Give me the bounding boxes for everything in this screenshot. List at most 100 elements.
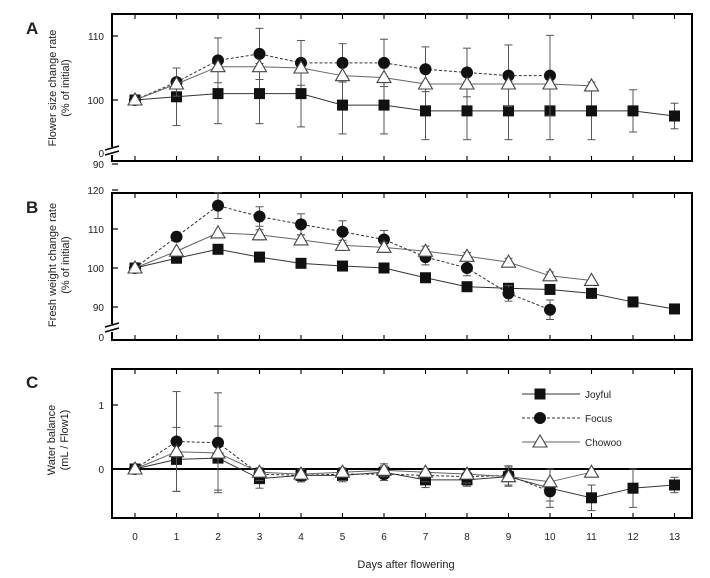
panel-b-ylabel-unit: (% of initial) (60, 236, 72, 293)
panel-0-chowoo-line (134, 66, 592, 101)
panel-0-focus-point-7 (419, 63, 432, 76)
panel-0-axis-break-gap (108, 147, 116, 155)
panel-1-chowoo-point-4 (293, 231, 309, 246)
panel-1-ytick-label-1: 100 (87, 264, 104, 275)
panel-0-chowoo-point-2 (210, 58, 226, 73)
panel-0-axis-break-mark-2 (104, 150, 120, 156)
panel-2-ytick-label-0: 0 (98, 465, 104, 476)
legend-label-focus: Focus (585, 414, 612, 425)
panel-1-axis-break-mark-1 (104, 322, 120, 328)
panel-1-series-joyful (129, 243, 680, 315)
panel-b-letter: B (26, 198, 38, 217)
panel-1-frame (111, 192, 693, 341)
panel-1-ytick-label-zero: 0 (98, 333, 104, 344)
panel-0-chowoo-point-3 (251, 58, 268, 73)
panel-1-joyful-point-12 (627, 296, 639, 308)
panel-0-frame (111, 13, 693, 162)
x-tick-label-1: 1 (174, 532, 180, 543)
legend-marker-chowoo (532, 433, 548, 448)
panel-2-joyful-point-13 (669, 479, 680, 491)
panel-1-chowoo-point-2 (210, 224, 226, 239)
x-tick-label-0: 0 (132, 532, 138, 543)
legend-label-chowoo: Chowoo (585, 438, 622, 449)
x-axis-label: Days after flowering (357, 559, 454, 571)
x-tick-label-10: 10 (544, 532, 556, 543)
panel-0-ytick-label-zero: 0 (98, 149, 104, 160)
panel-2-joyful-point-12 (627, 482, 639, 494)
panel-0-chowoo-point-0 (127, 91, 143, 106)
panel-1-focus-point-3 (253, 210, 266, 223)
panel-1-axis-break-gap (108, 324, 116, 332)
panel-0-chowoo-point-11 (583, 77, 600, 92)
panel-0-focus-line (134, 53, 550, 101)
legend-marker-joyful (534, 388, 546, 400)
panel-1-axis-break-mark-2 (104, 327, 120, 333)
panel-0-ytick-label-1: 100 (87, 96, 104, 107)
panel-1-joyful-point-6 (378, 262, 390, 274)
x-tick-label-11: 11 (586, 532, 597, 543)
panel-2-chowoo-point-2 (210, 444, 226, 459)
panel-0-chowoo-point-10 (542, 75, 558, 90)
panel-1-joyful-point-7 (420, 272, 431, 284)
panel-0-chowoo-point-7 (417, 75, 434, 90)
panel-0-joyful-line (134, 93, 675, 117)
panel-1-focus-point-5 (336, 225, 349, 238)
panel-1-chowoo-point-3 (251, 226, 268, 241)
panel-0-chowoo-point-4 (293, 59, 309, 74)
panel-1-joyful-point-4 (295, 257, 307, 269)
panel-1-chowoo-point-7 (417, 243, 434, 257)
panel-c: C Water balance (mL / Flow1) Days after … (26, 373, 455, 571)
panel-2-ytick-label-1: 1 (98, 401, 104, 412)
panel-2-chowoo-point-1 (168, 443, 185, 458)
panel-2-chowoo-point-7 (417, 464, 434, 478)
panel-1-chowoo-point-8 (459, 248, 475, 262)
panel-1-chowoo-point-1 (168, 243, 185, 257)
legend: Joyful Focus Chowoo (522, 388, 622, 449)
panel-c-ylabel: Water balance (46, 405, 58, 476)
panel-2-chowoo-point-10 (542, 473, 558, 488)
panel-2-focus-point-10 (544, 485, 556, 498)
panel-0-chowoo-point-1 (168, 75, 185, 90)
panel-2-joyful-point-11 (586, 492, 597, 504)
panel-1-focus-point-8 (461, 262, 473, 274)
panel-1-joyful-point-2 (212, 243, 224, 255)
panel-1-chowoo-point-10 (542, 267, 558, 282)
panel-2-chowoo-point-0 (127, 460, 143, 475)
panel-1-chowoo-line (134, 232, 592, 281)
panel-1-plot: 90 100 110 120 0 (87, 186, 693, 344)
x-tick-label-8: 8 (464, 532, 470, 543)
panel-0-focus-point-6 (378, 56, 390, 69)
panel-0-chowoo-point-5 (334, 67, 351, 82)
panel-0-joyful-point-12 (627, 105, 639, 117)
panel-0-chowoo-point-9 (500, 75, 517, 90)
panel-1-joyful-point-13 (669, 303, 680, 315)
panel-2-joyful-line (134, 457, 675, 499)
panel-1-ytick-label-2: 110 (88, 225, 104, 236)
panel-0-plot: 90 100 110 0 (87, 13, 693, 171)
panel-a-ylabel: Flower size change rate (47, 30, 59, 147)
panel-0-joyful-point-5 (337, 99, 348, 111)
panel-b: B Fresh weight change rate (% of initial… (26, 198, 72, 327)
panel-2-chowoo-point-6 (376, 462, 392, 476)
panel-0-joyful-point-11 (586, 105, 597, 117)
panel-1-joyful-point-10 (544, 283, 556, 295)
x-tick-label-4: 4 (298, 532, 304, 543)
panel-2-chowoo-point-4 (293, 466, 309, 480)
panel-1-chowoo-point-11 (583, 272, 600, 287)
panel-1-chowoo-point-0 (127, 259, 143, 274)
panel-1-joyful-point-5 (337, 260, 348, 272)
x-tick-label-2: 2 (215, 532, 221, 543)
panel-0-joyful-point-6 (378, 99, 390, 111)
panel-1-ytick-label-3: 120 (87, 186, 104, 197)
panel-1-focus-point-2 (212, 199, 224, 212)
panel-2-frame (111, 368, 693, 519)
panel-0-focus-point-3 (253, 47, 266, 60)
panel-1-joyful-point-3 (254, 251, 265, 263)
panel-2-chowoo-point-5 (334, 464, 351, 478)
panel-a: A Flower size change rate (% of initial) (26, 19, 72, 146)
panel-2-chowoo-line (134, 451, 592, 483)
panel-0-joyful-point-4 (295, 88, 307, 100)
panel-1-chowoo-point-6 (376, 239, 392, 253)
panel-0-chowoo-point-8 (459, 75, 475, 90)
